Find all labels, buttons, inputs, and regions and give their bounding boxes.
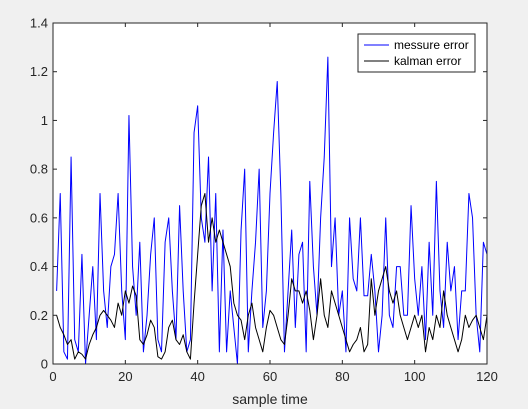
- x-tick-label: 60: [263, 369, 277, 384]
- x-tick-label: 80: [335, 369, 349, 384]
- x-axis-label: sample time: [232, 391, 308, 407]
- x-tick-label: 100: [404, 369, 426, 384]
- y-tick-label: 0.6: [30, 210, 48, 225]
- y-tick-label: 1: [41, 113, 48, 128]
- y-tick-label: 1.2: [30, 64, 48, 79]
- legend-label-kalman-error: kalman error: [394, 54, 461, 68]
- y-tick-label: 0.8: [30, 162, 48, 177]
- ticks-layer: [52, 22, 488, 365]
- x-tick-labels: 0 20 40 60 80 100 120: [49, 369, 497, 384]
- legend-label-messure-error: messure error: [394, 38, 469, 52]
- y-tick-labels: 0 0.2 0.4 0.6 0.8 1 1.2 1.4: [30, 16, 48, 372]
- y-tick-label: 1.4: [30, 16, 48, 31]
- x-tick-label: 40: [190, 369, 204, 384]
- y-tick-label: 0.4: [30, 259, 48, 274]
- y-tick-label: 0: [41, 357, 48, 372]
- legend: messure error kalman error: [357, 33, 476, 73]
- x-tick-label: 20: [118, 369, 132, 384]
- x-tick-label: 120: [476, 369, 498, 384]
- y-tick-label: 0.2: [30, 308, 48, 323]
- series-line-messure-error: [56, 56, 488, 365]
- series-layer: [56, 56, 488, 365]
- x-tick-label: 0: [49, 369, 56, 384]
- series-line-kalman-error: [56, 193, 488, 360]
- legend-box: [357, 33, 476, 73]
